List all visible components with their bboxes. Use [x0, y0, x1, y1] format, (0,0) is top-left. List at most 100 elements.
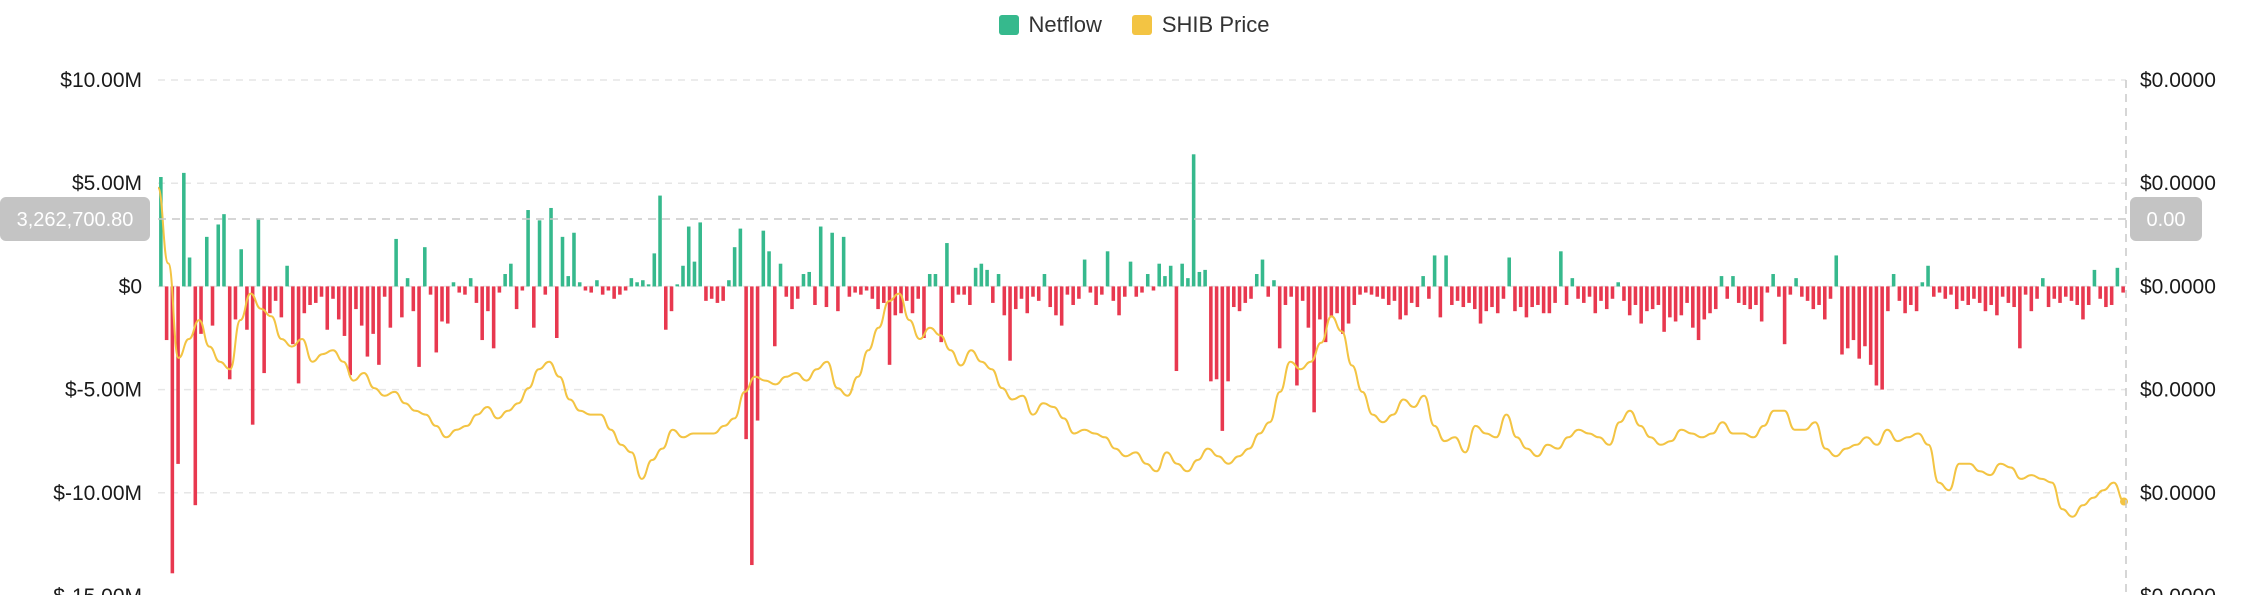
netflow-bar	[2000, 286, 2005, 297]
netflow-bar	[870, 286, 875, 299]
netflow-bar	[457, 286, 462, 293]
netflow-bar	[256, 218, 261, 287]
netflow-bar	[319, 286, 324, 297]
netflow-bar	[2081, 286, 2085, 320]
netflow-bar	[354, 286, 358, 310]
netflow-bar	[1639, 286, 1643, 324]
netflow-bar	[1576, 286, 1580, 299]
netflow-bar	[1421, 276, 1425, 287]
netflow-bar	[325, 286, 330, 330]
legend-shib-price[interactable]: SHIB Price	[1131, 12, 1269, 38]
netflow-bar	[537, 220, 542, 287]
netflow-bar	[1168, 265, 1173, 287]
netflow-bar	[514, 286, 519, 310]
netflow-bar	[2041, 278, 2045, 287]
netflow-bar	[1174, 286, 1179, 372]
netflow-bar	[1817, 286, 1821, 305]
netflow-bar	[336, 286, 341, 320]
netflow-bar	[859, 286, 863, 295]
netflow-bar	[1128, 261, 1133, 287]
netflow-bar	[1082, 259, 1087, 287]
netflow-bar	[1220, 286, 1225, 431]
netflow-bar	[790, 286, 794, 310]
netflow-bar	[199, 286, 203, 334]
netflow-bar	[532, 286, 536, 328]
netflow-bar	[1742, 286, 1747, 305]
netflow-bar	[2098, 286, 2102, 299]
netflow-bar	[623, 286, 628, 291]
netflow-bar	[1123, 286, 1127, 297]
netflow-bar	[1771, 274, 1775, 287]
shib-price-point	[2120, 497, 2128, 506]
netflow-bar	[400, 286, 404, 318]
left-tick-label: $10.00M	[60, 69, 142, 92]
netflow-bar	[273, 286, 278, 301]
netflow-bar	[1656, 286, 1661, 305]
netflow-bar	[1840, 286, 1844, 355]
netflow-bar	[847, 286, 852, 297]
netflow-bar	[468, 278, 473, 287]
netflow-bar	[773, 286, 777, 347]
netflow-bar	[164, 286, 169, 341]
legend-netflow[interactable]: Netflow	[998, 12, 1102, 38]
netflow-bar	[1455, 286, 1460, 301]
netflow-bar	[1346, 286, 1351, 324]
netflow-bar	[1341, 286, 1345, 334]
netflow-bar	[331, 286, 335, 299]
netflow-bar	[600, 286, 605, 295]
netflow-bar	[348, 286, 352, 376]
netflow-bar	[1937, 286, 1942, 293]
netflow-bar	[1679, 286, 1684, 316]
netflow-bar	[985, 269, 989, 287]
netflow-bar	[296, 286, 301, 384]
netflow-bar	[1461, 286, 1466, 308]
netflow-bar	[2012, 286, 2016, 308]
netflow-bar	[1404, 286, 1408, 316]
netflow-bar	[939, 286, 943, 343]
netflow-bar	[1582, 286, 1586, 303]
netflow-bar	[1369, 286, 1374, 295]
netflow-bar	[778, 263, 783, 287]
netflow-bar	[1627, 286, 1632, 316]
netflow-bar	[1145, 274, 1150, 287]
netflow-bar	[1140, 286, 1144, 293]
netflow-bar	[801, 274, 806, 287]
netflow-bar	[904, 286, 909, 301]
netflow-bar	[641, 280, 645, 287]
crosshair-left-label: 3,262,700.80	[17, 209, 134, 231]
right-tick-label: $0.0000	[2140, 275, 2216, 298]
netflow-bar	[1094, 286, 1098, 305]
netflow-bar	[268, 286, 272, 314]
left-tick-label: $0	[119, 275, 142, 298]
netflow-bar	[606, 286, 611, 291]
netflow-bar	[2063, 286, 2068, 297]
netflow-bar	[1059, 286, 1064, 326]
netflow-bar	[1851, 286, 1856, 341]
netflow-bar	[572, 232, 576, 287]
netflow-bar	[686, 226, 691, 287]
netflow-bar	[371, 286, 375, 334]
netflow-bar	[864, 286, 869, 291]
netflow-bar	[646, 284, 651, 287]
netflow-bar	[216, 224, 221, 287]
netflow-swatch	[998, 15, 1019, 35]
netflow-bar	[962, 286, 966, 295]
netflow-bar	[365, 286, 370, 357]
netflow-bar	[1811, 286, 1816, 310]
netflow-bar	[1782, 286, 1787, 345]
netflow-bar	[1392, 286, 1397, 301]
netflow-bar	[922, 286, 926, 338]
netflow-bar	[1863, 286, 1867, 347]
netflow-bar	[250, 286, 255, 425]
netflow-bar	[704, 286, 708, 301]
netflow-bar	[755, 286, 760, 421]
netflow-bar	[1260, 259, 1265, 287]
netflow-bar	[1295, 286, 1299, 386]
netflow-bar	[1077, 286, 1081, 299]
netflow-bar	[1696, 286, 1701, 341]
netflow-bar	[979, 263, 984, 287]
netflow-bar	[1960, 286, 1965, 301]
netflow-bar	[991, 286, 995, 303]
netflow-bar	[1788, 286, 1793, 295]
netflow-bar	[1209, 286, 1213, 382]
